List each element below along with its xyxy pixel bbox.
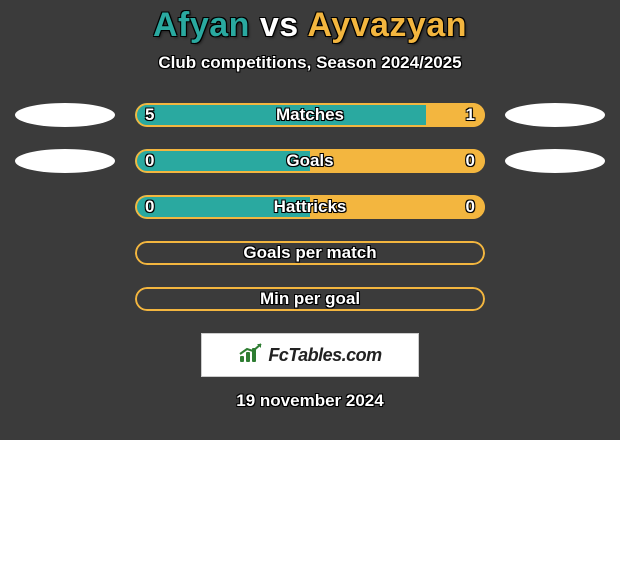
bar-right-value: 0 [466,195,475,219]
bar-label: Matches [135,103,485,127]
stat-rows: Matches51Goals00Hattricks00Goals per mat… [0,103,620,311]
bar-right-value: 0 [466,149,475,173]
player-oval-left [15,149,115,173]
bar-label: Min per goal [135,287,485,311]
title-row: Afyan vs Ayvazyan [0,0,620,45]
title-vs: vs [260,6,299,44]
stat-row: Goals0 0 [0,149,620,173]
logo-icon [238,342,264,369]
stat-bar: Min per goal [135,287,485,311]
stat-bar: Hattricks0 0 [135,195,485,219]
bar-label: Hattricks [135,195,485,219]
bar-right-value: 1 [466,103,475,127]
player-oval-left [15,103,115,127]
stat-row: Min per goal [0,287,620,311]
date-text: 19 november 2024 [0,391,620,411]
logo-text: FcTables.com [268,345,381,366]
player-oval-right [505,149,605,173]
title-left-name: Afyan [153,6,250,44]
bar-label: Goals per match [135,241,485,265]
stat-row: Goals per match [0,241,620,265]
stat-bar: Goals per match [135,241,485,265]
player-oval-right [505,103,605,127]
bar-left-value: 0 [145,149,154,173]
stat-row: Matches5 1 [0,103,620,127]
logo-box: FcTables.com [201,333,419,377]
bar-left-value: 5 [145,103,154,127]
title-right-name: Ayvazyan [307,6,467,44]
stat-bar: Goals0 0 [135,149,485,173]
subtitle: Club competitions, Season 2024/2025 [0,53,620,73]
stat-row: Hattricks0 0 [0,195,620,219]
stat-bar: Matches5 1 [135,103,485,127]
comparison-card: Afyan vs Ayvazyan Club competitions, Sea… [0,0,620,440]
bar-label: Goals [135,149,485,173]
bar-left-value: 0 [145,195,154,219]
